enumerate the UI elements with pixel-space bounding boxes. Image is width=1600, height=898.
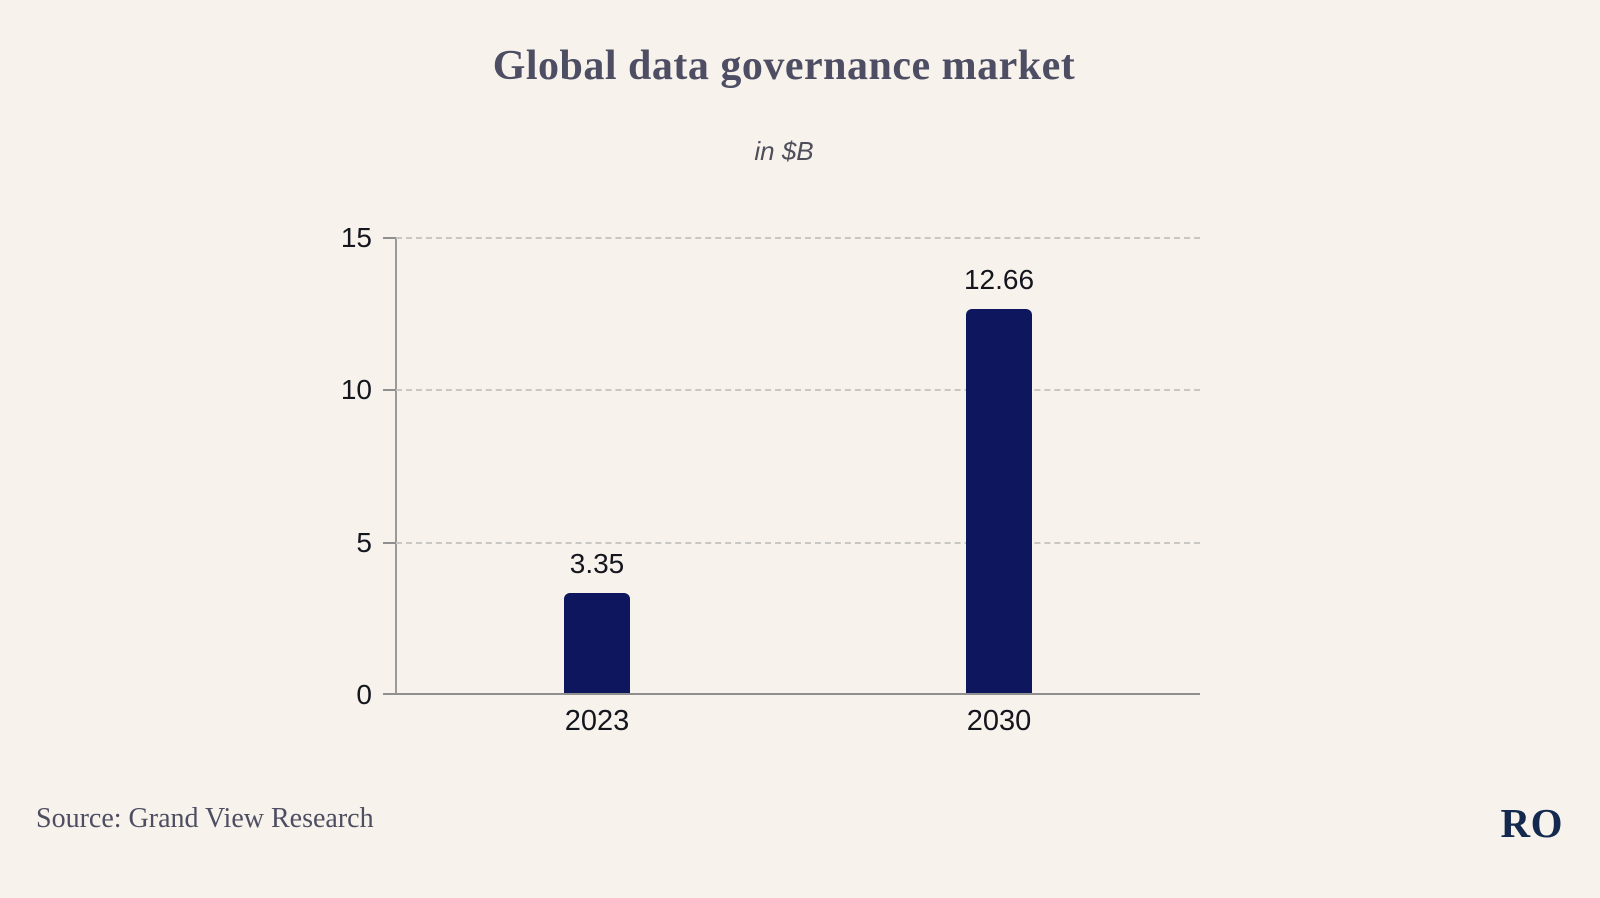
y-axis-line <box>395 238 397 695</box>
y-tick-mark-15 <box>383 237 396 239</box>
source-note: Source: Grand View Research <box>36 803 374 834</box>
gridline-y-5 <box>396 541 1200 544</box>
bar-2023 <box>564 592 630 695</box>
y-tick-label-5: 5 <box>356 526 372 558</box>
y-tick-label-0: 0 <box>356 679 372 710</box>
bar-value-label-2030: 12.66 <box>963 264 1035 296</box>
x-category-label-2030: 2030 <box>966 705 1032 737</box>
brand-logo: RO <box>1500 800 1563 846</box>
chart-subtitle: in $B <box>754 136 814 166</box>
bar-2030 <box>966 309 1032 695</box>
y-tick-mark-5 <box>383 541 396 544</box>
gridline-y-15 <box>396 237 1200 239</box>
y-tick-label-10: 10 <box>340 374 372 406</box>
x-axis-baseline <box>383 693 1200 695</box>
chart-header: Global data governance market in $B <box>0 0 1568 167</box>
bar-value-label-2023: 3.35 <box>569 547 625 579</box>
gridline-y-10 <box>396 389 1200 392</box>
y-tick-mark-10 <box>383 389 396 392</box>
plot-area: 0 5 10 15 3.35 2023 12.66 2030 <box>341 222 1200 737</box>
x-category-label-2023: 2023 <box>564 705 630 737</box>
chart-title: Global data governance market <box>492 43 1076 89</box>
y-tick-label-15: 15 <box>340 222 372 253</box>
